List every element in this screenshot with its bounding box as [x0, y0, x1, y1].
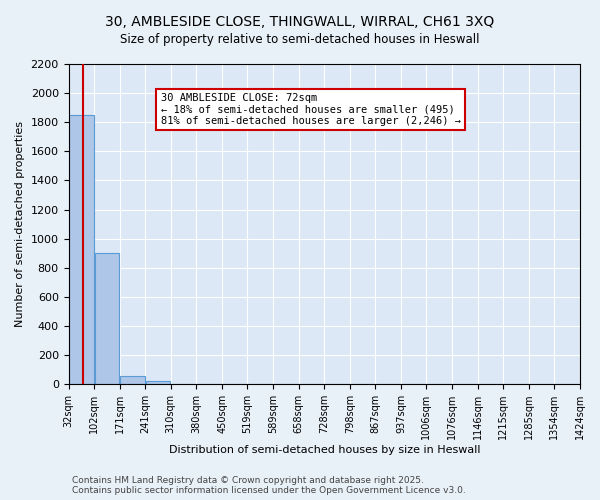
- Text: 30, AMBLESIDE CLOSE, THINGWALL, WIRRAL, CH61 3XQ: 30, AMBLESIDE CLOSE, THINGWALL, WIRRAL, …: [106, 15, 494, 29]
- Text: Contains HM Land Registry data © Crown copyright and database right 2025.
Contai: Contains HM Land Registry data © Crown c…: [72, 476, 466, 495]
- X-axis label: Distribution of semi-detached houses by size in Heswall: Distribution of semi-detached houses by …: [169, 445, 480, 455]
- Bar: [69, 115, 94, 384]
- Text: Size of property relative to semi-detached houses in Heswall: Size of property relative to semi-detach…: [120, 32, 480, 46]
- Y-axis label: Number of semi-detached properties: Number of semi-detached properties: [15, 121, 25, 327]
- Text: 30 AMBLESIDE CLOSE: 72sqm
← 18% of semi-detached houses are smaller (495)
81% of: 30 AMBLESIDE CLOSE: 72sqm ← 18% of semi-…: [161, 93, 461, 126]
- Bar: [95, 253, 119, 384]
- Bar: [146, 382, 170, 384]
- Bar: [120, 376, 145, 384]
